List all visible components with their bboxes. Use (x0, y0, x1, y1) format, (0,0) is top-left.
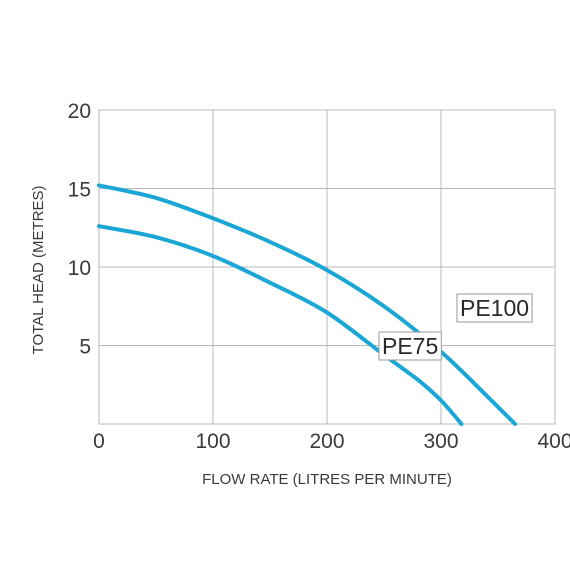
x-tick-label: 400 (537, 430, 570, 453)
series-labels: PE100 PE75 (378, 293, 533, 361)
series-label-box (456, 293, 533, 323)
tick-labels: 0 100 200 300 400 5 10 15 20 (68, 100, 570, 453)
series-label-box (378, 331, 442, 361)
series-label-pe100: PE100 (456, 293, 533, 323)
x-tick-label: 200 (309, 430, 344, 453)
y-tick-label: 10 (68, 257, 91, 280)
y-tick-label: 5 (79, 336, 91, 359)
x-axis-title: FLOW RATE (LITRES PER MINUTE) (202, 471, 452, 488)
grid (98, 109, 556, 425)
y-tick-label: 20 (68, 100, 91, 123)
series-label-pe75: PE75 (378, 331, 442, 361)
y-tick-label: 15 (68, 179, 91, 202)
x-tick-label: 100 (195, 430, 230, 453)
series-label-text: PE100 (460, 295, 529, 321)
y-axis-title: TOTAL HEAD (METRES) (30, 186, 47, 355)
x-tick-label: 0 (93, 430, 105, 453)
x-tick-label: 300 (423, 430, 458, 453)
series-lines (97, 183, 518, 426)
series-line-pe75 (97, 224, 464, 426)
series-line-pe100 (97, 183, 518, 426)
series-label-text: PE75 (382, 333, 438, 359)
